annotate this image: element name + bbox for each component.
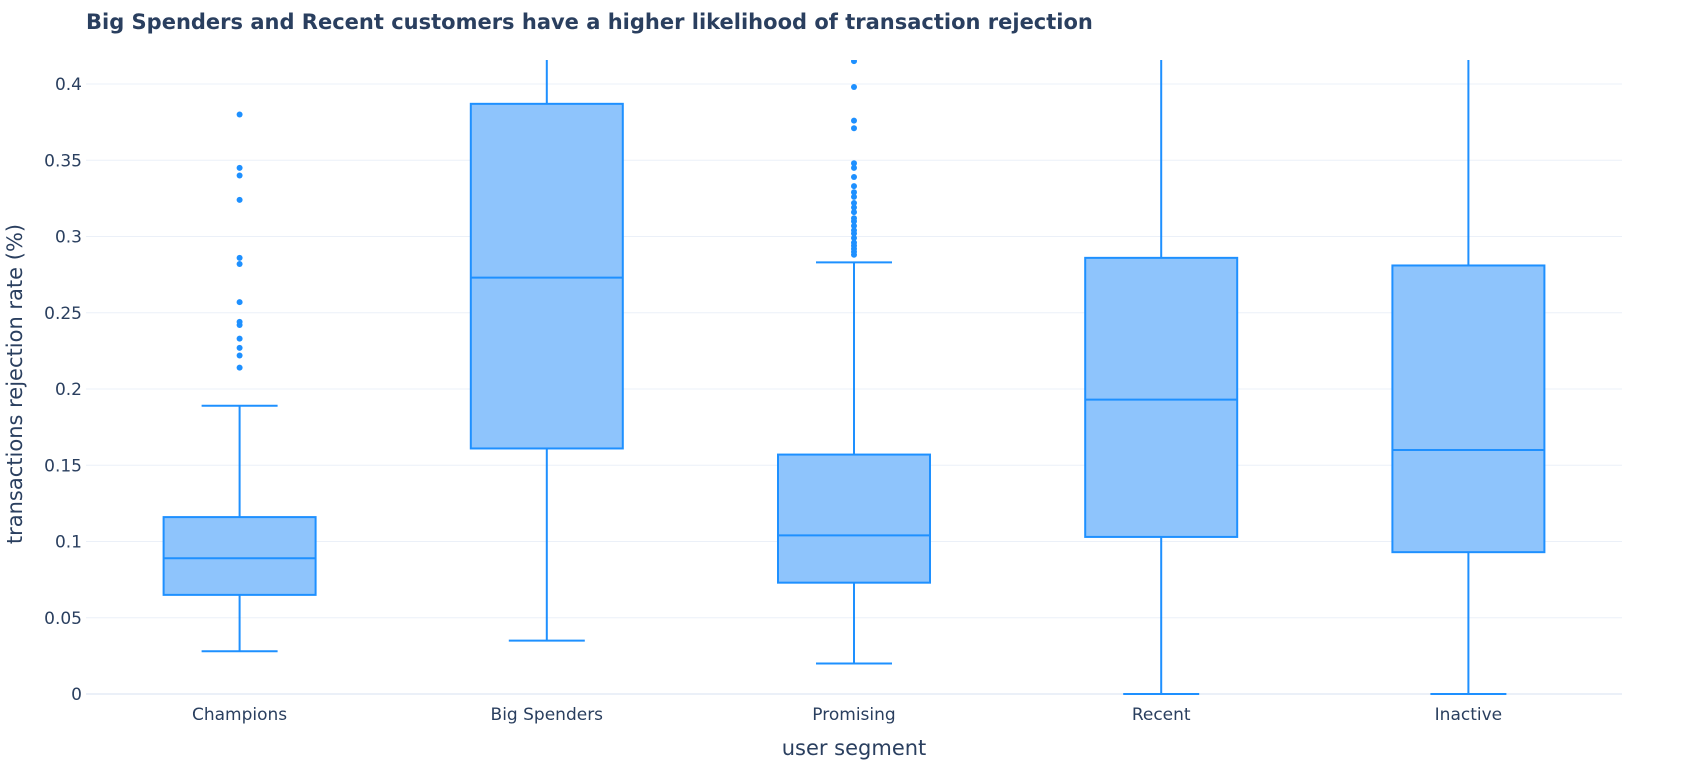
outlier-point (236, 352, 243, 359)
outlier-point (236, 172, 243, 179)
outlier-point (236, 344, 243, 351)
outlier-point (851, 117, 857, 124)
box-body (162, 516, 317, 596)
box-body (1084, 256, 1239, 538)
outlier-point (236, 299, 243, 306)
y-tick-label: 0 (71, 685, 82, 705)
boxes (162, 60, 1546, 695)
x-tick-label: Big Spenders (491, 705, 604, 725)
box-big-spenders (469, 60, 624, 642)
outlier-point (851, 222, 857, 229)
outlier-point (851, 125, 857, 132)
y-tick-label: 0.1 (55, 533, 82, 553)
chart-title: Big Spenders and Recent customers have a… (86, 10, 1093, 34)
y-tick-label: 0.35 (44, 151, 82, 171)
y-tick-label: 0.4 (55, 75, 82, 95)
outlier-point (236, 196, 243, 203)
outlier-point (851, 160, 857, 167)
outlier-point (851, 215, 857, 222)
x-tick-label: Promising (812, 705, 895, 725)
y-axis-ticks: 0 0.05 0.1 0.15 0.2 0.25 0.3 0.35 0.4 (44, 75, 82, 705)
outlier-point (851, 209, 857, 216)
x-axis-ticks: Champions Big Spenders Promising Recent Inac… (192, 705, 1502, 725)
outlier-point (851, 239, 857, 246)
outlier-point (851, 204, 857, 211)
outlier-point (851, 189, 857, 196)
outlier-point (236, 164, 243, 171)
outlier-point (851, 199, 857, 206)
x-tick-label: Inactive (1435, 705, 1502, 725)
outlier-point (236, 318, 243, 325)
outlier-point (236, 335, 243, 342)
outlier-point (851, 193, 857, 200)
y-axis-title: transactions rejection rate (%) (3, 224, 27, 544)
outlier-point (851, 84, 857, 91)
box-champions (162, 111, 317, 653)
x-tick-label: Recent (1132, 705, 1191, 725)
outlier-point (851, 164, 857, 171)
outlier-point (236, 111, 243, 118)
box-body (1391, 264, 1546, 554)
outlier-point (851, 174, 857, 181)
x-tick-label: Champions (192, 705, 287, 725)
outlier-point (236, 260, 243, 267)
y-tick-label: 0.05 (44, 609, 82, 629)
y-tick-label: 0.3 (55, 228, 82, 248)
box-body (777, 453, 931, 584)
x-axis-title: user segment (782, 736, 927, 760)
y-tick-label: 0.2 (55, 380, 82, 400)
outlier-point (851, 60, 857, 65)
box-promising (777, 60, 931, 665)
y-tick-label: 0.15 (44, 456, 82, 476)
y-tick-label: 0.25 (44, 304, 82, 324)
box-inactive (1391, 60, 1546, 695)
outlier-point (851, 227, 857, 234)
outlier-point (236, 364, 243, 371)
box-recent (1084, 60, 1239, 695)
outlier-point (851, 235, 857, 242)
box-body (469, 102, 624, 450)
outlier-point (851, 183, 857, 190)
outlier-point (236, 254, 243, 261)
